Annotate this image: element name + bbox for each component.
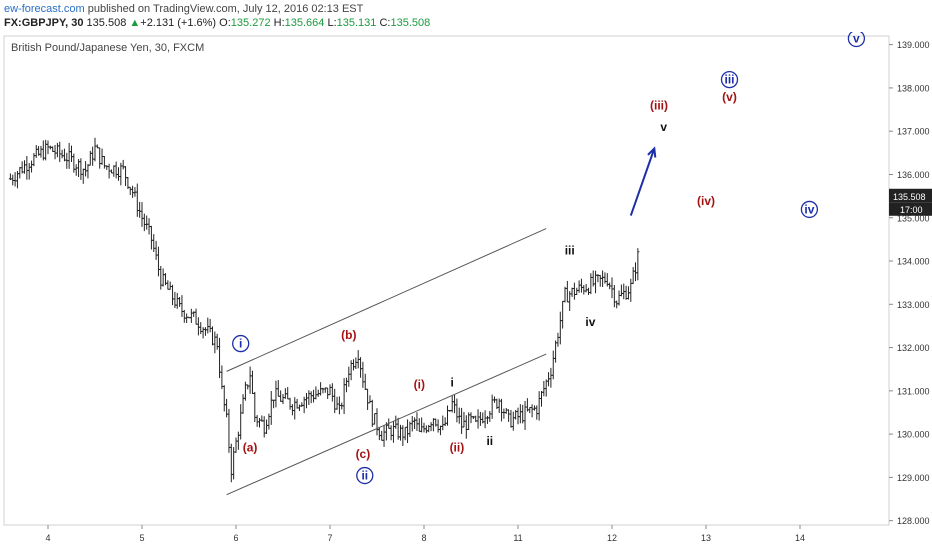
x-tick-label: 5 [139,533,144,543]
wave-label: ii [361,469,368,483]
wave-label: (ii) [450,440,465,454]
wave-label: (a) [243,440,258,454]
wave-label: ii [486,434,493,448]
open-label: O: [219,17,231,29]
low-value: 135.131 [336,17,377,29]
wave-label: v [660,120,667,134]
countdown-tag [889,202,932,216]
x-tick-label: 6 [233,533,238,543]
wave-label: v [853,32,860,45]
low-label: L: [327,17,337,29]
wave-label: iv [804,202,814,216]
y-tick-label: 131.000 [897,386,930,396]
price-chart[interactable]: British Pound/Japanese Yen, 30, FXCM i (a… [0,29,932,550]
wave-label: i [451,376,454,390]
wave-label: (iii) [650,99,668,113]
wave-label: (iv) [697,194,715,208]
x-tick-label: 14 [795,533,805,543]
last-price: 135.508 [86,17,127,29]
x-tick-label: 7 [327,533,332,543]
x-tick-label: 4 [45,533,50,543]
price-tag-label: 135.508 [893,192,926,202]
arrow-head-icon [647,146,657,158]
y-tick-label: 129.000 [897,473,930,483]
plot-frame [3,35,890,526]
symbol-label: FX:GBPJPY, 30 [4,17,84,29]
y-tick-label: 135.000 [897,213,930,223]
brand-link[interactable]: ew-forecast.com [4,3,85,15]
x-tick-label: 12 [607,533,617,543]
y-tick-label: 138.000 [897,83,930,93]
y-tick-label: 134.000 [897,257,930,267]
channel-line [226,353,547,496]
wave-circle [800,200,819,219]
chart-area[interactable]: British Pound/Japanese Yen, 30, FXCM i (a… [0,29,932,550]
y-tick-label: 136.000 [897,170,930,180]
y-tick-label: 132.000 [897,343,930,353]
publish-line: ew-forecast.com published on TradingView… [4,3,363,15]
symbol-line: FX:GBPJPY, 30 135.508 ▲+2.131 (+1.6%) O:… [4,17,430,29]
publish-text: published on TradingView.com, July 12, 2… [84,3,364,15]
high-value: 135.664 [284,17,325,29]
y-tick-label: 139.000 [897,40,930,50]
x-tick-label: 11 [513,533,522,543]
wave-label: (c) [356,447,371,461]
change-value: +2.131 (+1.6%) [140,17,217,29]
y-tick-label: 130.000 [897,430,930,440]
wave-label: iii [565,244,575,258]
wave-label: iv [585,315,595,329]
x-tick-label: 13 [701,533,711,543]
x-tick-label: 8 [421,533,426,543]
wave-label: (i) [414,378,425,392]
up-arrow-icon: ▲ [129,17,141,29]
chart-header: ew-forecast.com published on TradingView… [0,0,932,32]
projection-arrow [629,148,656,216]
wave-label: i [239,337,242,351]
channel-line [226,228,547,372]
open-value: 135.272 [230,17,271,29]
high-label: H: [273,17,285,29]
close-label: C: [379,17,391,29]
wave-circle [232,334,250,353]
chart-title: British Pound/Japanese Yen, 30, FXCM [11,42,204,54]
wave-label: iii [724,73,734,87]
y-tick-label: 137.000 [897,127,930,137]
countdown-label: 17:00 [900,205,923,215]
wave-label: (v) [722,90,737,104]
close-value: 135.508 [390,17,431,29]
wave-circle [356,466,374,485]
price-tag [889,188,932,203]
y-tick-label: 133.000 [897,300,930,310]
y-tick-label: 128.000 [897,516,930,526]
wave-label: (b) [341,328,356,342]
wave-circle [720,70,739,89]
